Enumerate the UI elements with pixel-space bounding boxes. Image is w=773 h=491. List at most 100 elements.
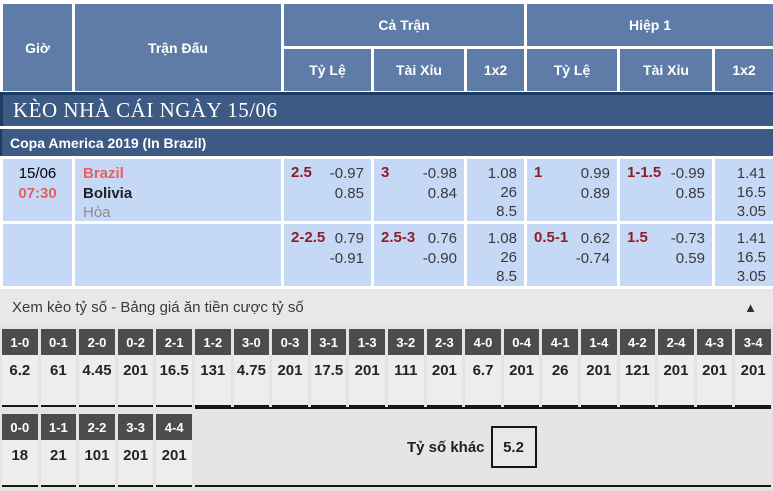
ft-over-under-cell[interactable]: 2.5-3 0.76 -0.90 (374, 224, 464, 286)
score-odds-cell[interactable]: 0-3 201 (272, 329, 308, 407)
score-label: 3-1 (310, 329, 347, 355)
score-label: 4-3 (696, 329, 733, 355)
score-odds-cell[interactable]: 4-0 6.7 (465, 329, 501, 407)
score-label: 2-1 (156, 329, 192, 355)
score-odds-cell[interactable]: 4-3 201 (696, 329, 733, 407)
score-odds-value: 201 (426, 355, 463, 405)
draw-label: Hòa (83, 204, 111, 221)
score-label: 0-2 (117, 329, 154, 355)
score-odds-cell[interactable]: 3-0 4.75 (233, 329, 270, 407)
ft-1x2-cell[interactable]: 1.08 26 8.5 (467, 159, 524, 221)
header-h1-1x2: 1x2 (715, 49, 773, 91)
score-section-toggle[interactable]: Xem kèo tỷ số - Bảng giá ăn tiền cược tỷ… (0, 289, 773, 325)
score-odds-cell[interactable]: 4-4 201 (156, 414, 192, 487)
score-odds-value: 201 (503, 355, 540, 405)
odds-away-win: 26 (500, 184, 517, 201)
other-score-cell[interactable]: Tỷ số khác 5.2 (194, 407, 771, 487)
match-row-1: 15/06 07:30 Brazil Bolivia Hòa 2.5 -0.97… (0, 159, 773, 221)
score-odds-cell[interactable]: 4-2 121 (619, 329, 656, 407)
total-line: 1-1.5 (627, 164, 662, 181)
total-line: 2.5-3 (381, 229, 416, 246)
h1-handicap-cell[interactable]: 1 0.99 0.89 (527, 159, 617, 221)
h1-1x2-cell[interactable]: 1.41 16.5 3.05 (715, 224, 773, 286)
score-odds-cell[interactable]: 2-4 201 (658, 329, 694, 407)
score-odds-cell[interactable]: 2-3 201 (426, 329, 463, 407)
odds-home-win: 1.41 (736, 230, 766, 247)
odds-home-win: 1.08 (487, 230, 517, 247)
odds-draw: 8.5 (496, 203, 517, 220)
score-odds-value: 101 (79, 440, 115, 485)
score-odds-cell[interactable]: 0-0 18 (2, 414, 38, 487)
match-teams-cell[interactable]: Brazil Bolivia Hòa (75, 159, 281, 221)
score-odds-cell[interactable]: 3-4 201 (735, 329, 771, 407)
ft-1x2-cell[interactable]: 1.08 26 8.5 (467, 224, 524, 286)
odds-bottom: 0.89 (580, 185, 610, 202)
score-odds-cell[interactable]: 2-2 101 (79, 414, 115, 487)
odds-bottom: -0.74 (575, 250, 610, 267)
score-label: 2-4 (658, 329, 694, 355)
away-team: Bolivia (83, 184, 133, 202)
score-odds-cell[interactable]: 3-3 201 (117, 414, 154, 487)
ft-handicap-cell[interactable]: 2-2.5 0.79 -0.91 (284, 224, 371, 286)
h1-over-under-cell[interactable]: 1-1.5 -0.99 0.85 (620, 159, 712, 221)
page-title: KÈO NHÀ CÁI NGÀY 15/06 (0, 92, 773, 126)
score-label: 3-0 (233, 329, 270, 355)
odds-home-win: 1.08 (487, 165, 517, 182)
handicap-line: 0.5-1 (534, 229, 569, 246)
score-odds-cell[interactable]: 1-3 201 (349, 329, 385, 407)
score-odds-value: 26 (542, 355, 578, 405)
score-odds-cell[interactable]: 1-2 131 (194, 329, 231, 407)
score-label: 2-2 (79, 414, 115, 440)
odds-top: -0.99 (670, 165, 705, 182)
handicap-line: 2.5 (291, 164, 312, 181)
ft-handicap-cell[interactable]: 2.5 -0.97 0.85 (284, 159, 371, 221)
collapse-icon[interactable]: ▲ (744, 299, 757, 315)
odds-table-header: Giờ Trận Đấu Cả Trận Hiệp 1 Tỷ Lệ Tài Xỉ… (0, 4, 773, 91)
score-label: 0-0 (2, 414, 38, 440)
odds-draw: 3.05 (736, 268, 766, 285)
odds-draw: 8.5 (496, 268, 517, 285)
empty-time-cell (3, 224, 72, 286)
score-odds-cell[interactable]: 0-2 201 (117, 329, 154, 407)
odds-bottom: -0.91 (329, 250, 364, 267)
score-label: 2-0 (79, 329, 115, 355)
odds-bottom: -0.90 (422, 250, 457, 267)
h1-1x2-cell[interactable]: 1.41 16.5 3.05 (715, 159, 773, 221)
h1-over-under-cell[interactable]: 1.5 -0.73 0.59 (620, 224, 712, 286)
score-label: 0-3 (272, 329, 308, 355)
score-odds-value: 4.75 (233, 355, 270, 405)
header-full-time-group: Cả Trận (284, 4, 524, 46)
odds-away-win: 16.5 (736, 184, 766, 201)
match-date: 15/06 (18, 165, 57, 182)
score-odds-value: 121 (619, 355, 656, 405)
score-odds-cell[interactable]: 0-1 61 (40, 329, 77, 407)
score-label: 0-4 (503, 329, 540, 355)
score-odds-cell[interactable]: 1-1 21 (40, 414, 77, 487)
score-odds-cell[interactable]: 0-4 201 (503, 329, 540, 407)
score-odds-cell[interactable]: 1-0 6.2 (2, 329, 38, 407)
score-odds-cell[interactable]: 2-0 4.45 (79, 329, 115, 407)
total-line: 1.5 (627, 229, 648, 246)
ft-over-under-cell[interactable]: 3 -0.98 0.84 (374, 159, 464, 221)
score-odds-value: 201 (658, 355, 694, 405)
score-grid-row-2: 0-0 18 1-1 21 2-2 101 3-3 201 4-4 201 Tỷ số khác … (0, 407, 773, 487)
match-row-2: 2-2.5 0.79 -0.91 2.5-3 0.76 -0.90 1.08 26 … (0, 224, 773, 286)
score-odds-value: 201 (117, 440, 154, 485)
score-odds-cell[interactable]: 4-1 26 (542, 329, 578, 407)
score-odds-value: 17.5 (310, 355, 347, 405)
other-score-odds-box[interactable]: 5.2 (490, 426, 537, 468)
score-odds-value: 6.7 (465, 355, 501, 405)
total-odds: -0.73 0.59 (671, 229, 705, 286)
h1-handicap-cell[interactable]: 0.5-1 0.62 -0.74 (527, 224, 617, 286)
odds-top: 0.79 (334, 230, 364, 247)
header-ft-over-under: Tài Xỉu (374, 49, 464, 91)
score-label: 4-1 (542, 329, 578, 355)
score-odds-cell[interactable]: 3-2 111 (387, 329, 424, 407)
odds-top: 0.62 (580, 230, 610, 247)
score-odds-cell[interactable]: 2-1 16.5 (156, 329, 192, 407)
score-odds-cell[interactable]: 3-1 17.5 (310, 329, 347, 407)
score-odds-value: 16.5 (156, 355, 192, 405)
score-odds-cell[interactable]: 1-4 201 (580, 329, 617, 407)
score-label: 1-1 (40, 414, 77, 440)
score-odds-value: 201 (117, 355, 154, 405)
